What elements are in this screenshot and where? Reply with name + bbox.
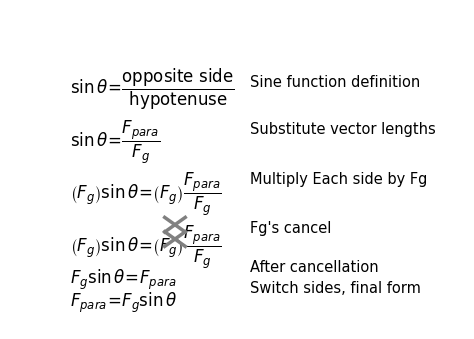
Text: $F_{g}\sin\theta\!=\!F_{\mathit{para}}$: $F_{g}\sin\theta\!=\!F_{\mathit{para}}$ <box>70 268 177 292</box>
Text: $\left(F_{g}\right)\sin\theta\!=\!\left(F_{g}\right)\dfrac{F_{\mathit{para}}}{F_: $\left(F_{g}\right)\sin\theta\!=\!\left(… <box>70 171 222 218</box>
Text: $\left(F_{g}\right)\sin\theta\!=\!\left(F_{g}\right)\dfrac{F_{\mathit{para}}}{F_: $\left(F_{g}\right)\sin\theta\!=\!\left(… <box>70 223 222 271</box>
Text: After cancellation: After cancellation <box>250 260 379 275</box>
Text: $\sin\theta\!=\!\dfrac{F_{\mathit{para}}}{F_{g}}$: $\sin\theta\!=\!\dfrac{F_{\mathit{para}}… <box>70 119 161 166</box>
Text: Substitute vector lengths: Substitute vector lengths <box>250 122 436 137</box>
Text: $F_{\mathit{para}}\!=\!F_{g}\sin\theta$: $F_{\mathit{para}}\!=\!F_{g}\sin\theta$ <box>70 291 178 316</box>
Text: Multiply Each side by Fg: Multiply Each side by Fg <box>250 172 428 186</box>
Text: Fg's cancel: Fg's cancel <box>250 221 332 236</box>
Text: Sine function definition: Sine function definition <box>250 75 420 90</box>
Text: Switch sides, final form: Switch sides, final form <box>250 281 421 296</box>
Text: $\sin\theta\!=\!\dfrac{\mathrm{opposite\ side}}{\mathrm{hypotenuse}}$: $\sin\theta\!=\!\dfrac{\mathrm{opposite\… <box>70 67 235 112</box>
